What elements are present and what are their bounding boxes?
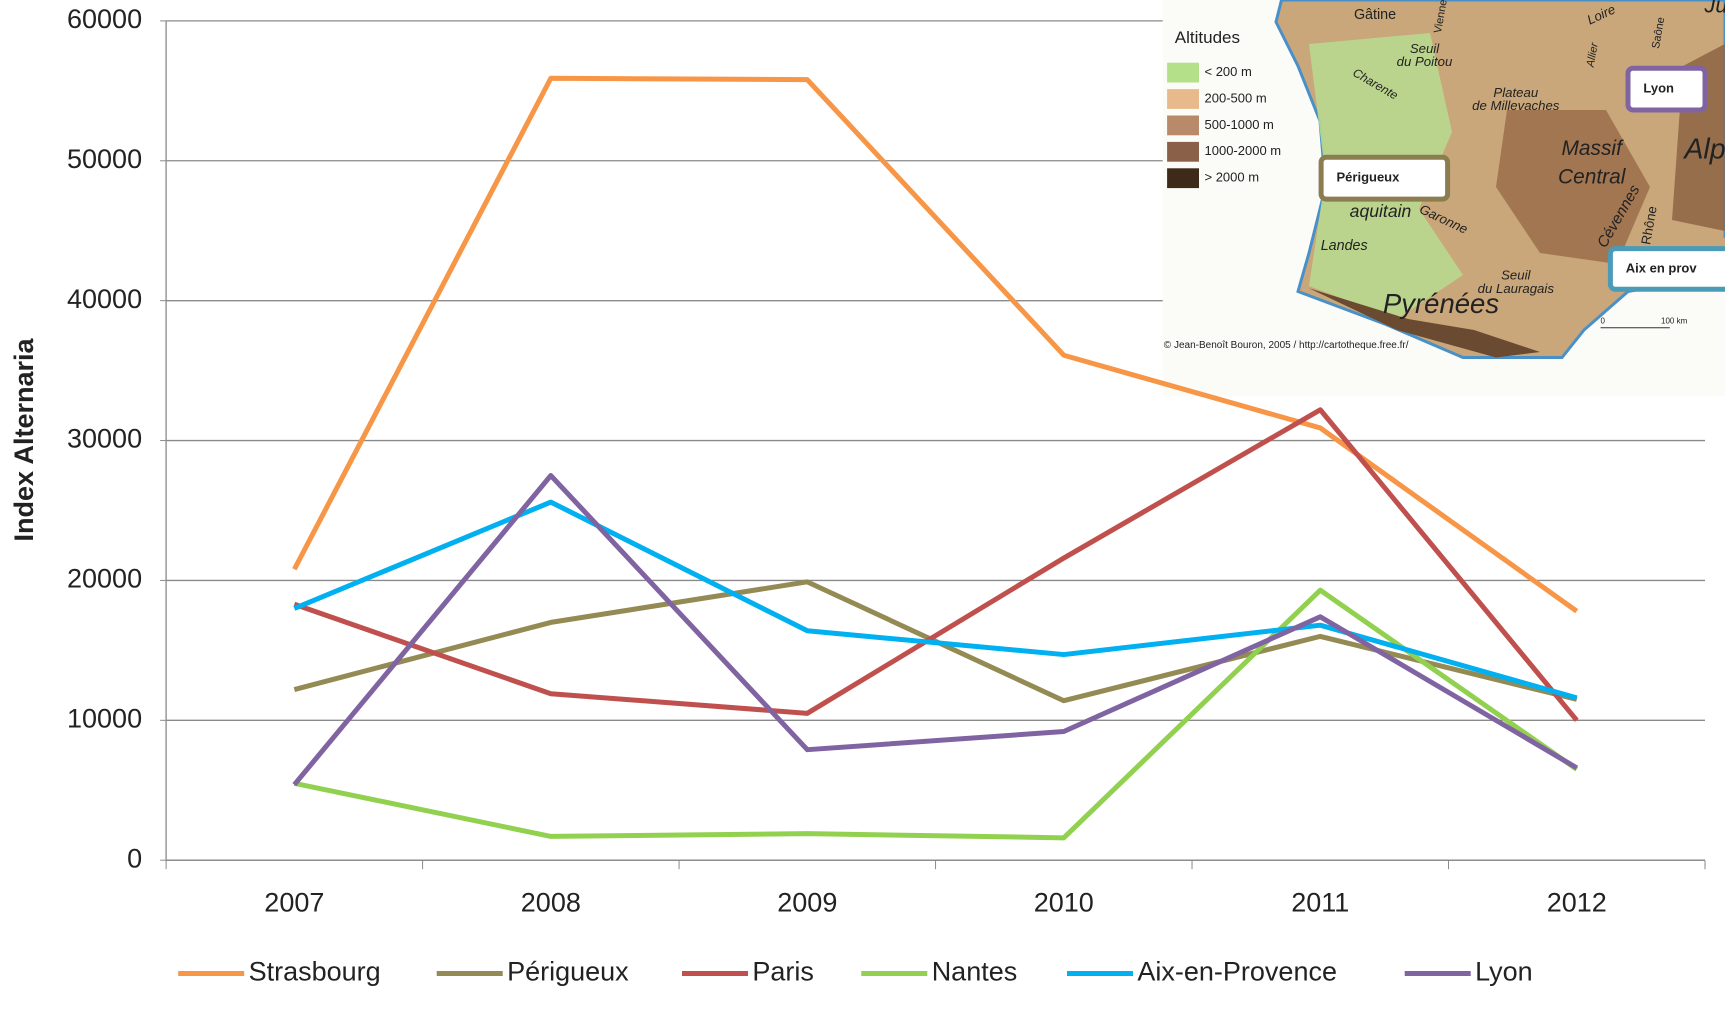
map-legend-label: 1000-2000 m	[1205, 143, 1282, 158]
map-legend-swatch	[1167, 89, 1199, 109]
map-legend-label: < 200 m	[1205, 64, 1252, 79]
chart: Index Alternaria 0 10000 20000 30000 40000 50…	[0, 0, 1725, 1019]
x-tick-label: 2007	[264, 887, 324, 917]
x-tick-label: 2010	[1034, 887, 1094, 917]
y-tick-label: 20000	[67, 564, 142, 594]
map-place-label: aquitain	[1350, 201, 1412, 221]
map-scale-label: 100 km	[1661, 316, 1688, 325]
x-tick-label: 2012	[1547, 887, 1607, 917]
y-tick-label: 40000	[67, 284, 142, 314]
map-legend-swatch	[1167, 142, 1199, 162]
map-legend-label: 500-1000 m	[1205, 117, 1274, 132]
data-line	[294, 410, 1576, 721]
map-legend-swatch	[1167, 116, 1199, 136]
map-place-label: du Poitou	[1397, 54, 1453, 69]
data-line	[294, 476, 1576, 785]
map-place-label: Massif	[1562, 137, 1625, 160]
map-place-label: Pyrénées	[1383, 288, 1499, 319]
legend-label: Strasbourg	[249, 957, 381, 987]
legend-label: Nantes	[932, 957, 1018, 987]
map-legend-swatch	[1167, 168, 1199, 188]
map-credit: © Jean-Benoît Bouron, 2005 / http://cart…	[1164, 340, 1409, 351]
x-tick-label: 2008	[521, 887, 581, 917]
map-place-label: Gâtine	[1354, 7, 1396, 23]
x-tick-label: 2011	[1291, 887, 1349, 917]
legend-label: Paris	[752, 957, 814, 987]
y-tick-label: 50000	[67, 144, 142, 174]
map-legend-swatch	[1167, 63, 1199, 83]
y-tick-label: 30000	[67, 424, 142, 454]
map-scale-label: 0	[1601, 316, 1606, 325]
map-place-label: Landes	[1321, 238, 1368, 254]
y-axis-label: Index Alternaria	[9, 337, 39, 541]
y-tick-label: 60000	[67, 4, 142, 34]
y-tick-label: 0	[127, 843, 142, 873]
map-legend-label: 200-500 m	[1205, 90, 1267, 105]
map-place-label: Ju	[1703, 0, 1725, 17]
y-tick-label: 10000	[67, 703, 142, 733]
map-place-label: Central	[1558, 166, 1627, 189]
map-place-label: Alp	[1682, 133, 1725, 165]
legend-label: Aix-en-Provence	[1137, 957, 1337, 987]
x-tick-label: 2009	[777, 887, 837, 917]
legend-label: Lyon	[1475, 957, 1533, 987]
legend-label: Périgueux	[507, 957, 629, 987]
city-box-label: Périgueux	[1337, 170, 1401, 185]
data-line	[294, 502, 1576, 698]
data-line	[294, 590, 1576, 838]
map-place-label: de Millevaches	[1472, 98, 1560, 113]
map-inset: Altitudes < 200 m 200-500 m 500-1000 m 1000-…	[1163, 0, 1725, 396]
city-box-label: Aix en prov	[1626, 260, 1698, 275]
city-box-label: Lyon	[1643, 81, 1674, 96]
map-legend-title: Altitudes	[1175, 28, 1240, 47]
map-legend-label: > 2000 m	[1205, 170, 1260, 185]
